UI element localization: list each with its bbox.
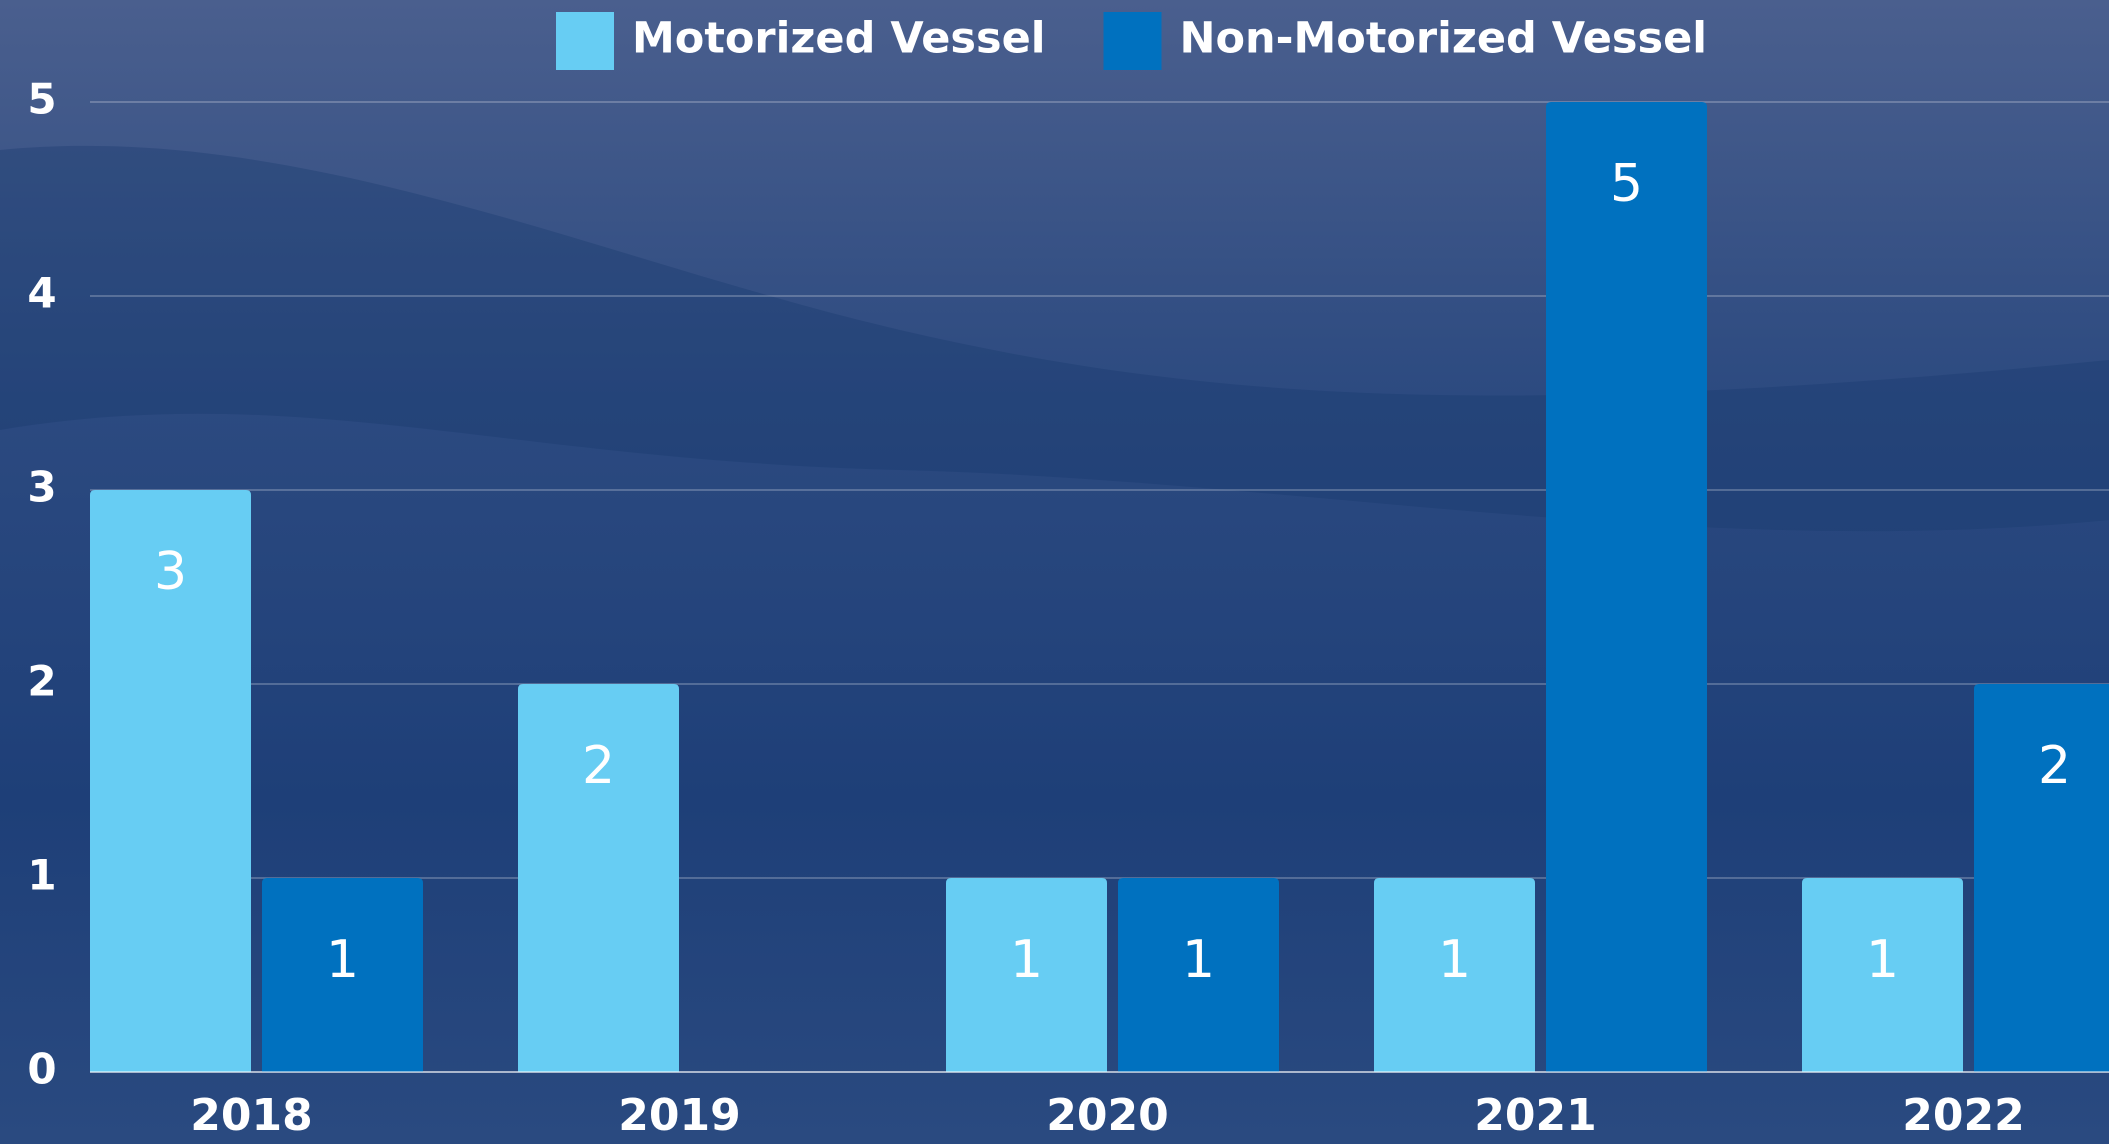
- page: 0 1 2 3 4 5 Motorized Vessel Non-Motorized Vess…: [0, 0, 2109, 1144]
- data-label: 1: [1010, 930, 1043, 990]
- x-tick-label: 2020: [1046, 1090, 1168, 1141]
- y-tick-label: 4: [27, 269, 56, 318]
- data-label: 2: [2038, 736, 2071, 796]
- x-tick-label: 2018: [190, 1090, 312, 1141]
- legend-label: Non-Motorized Vessel: [1180, 14, 1708, 64]
- legend-swatch: [556, 12, 614, 70]
- y-tick-label: 2: [27, 657, 56, 706]
- x-tick-label: 2019: [618, 1090, 740, 1141]
- legend-label: Motorized Vessel: [632, 14, 1046, 64]
- bar: [1546, 102, 1707, 1072]
- y-tick-label: 0: [27, 1045, 56, 1094]
- data-label: 1: [1866, 930, 1899, 990]
- y-tick-label: 1: [27, 851, 56, 900]
- data-label: 3: [154, 542, 187, 602]
- y-tick-label: 3: [27, 463, 56, 512]
- data-label: 1: [1182, 930, 1215, 990]
- x-tick-label: 2022: [1902, 1090, 2024, 1141]
- y-tick-label: 5: [27, 75, 56, 124]
- data-label: 1: [326, 930, 359, 990]
- x-tick-label: 2021: [1474, 1090, 1596, 1141]
- data-label: 5: [1610, 154, 1643, 214]
- data-label: 1: [1438, 930, 1471, 990]
- data-label: 2: [582, 736, 615, 796]
- chart: 0 1 2 3 4 5 Motorized Vessel Non-Motorized Vess…: [0, 0, 2109, 1144]
- legend-swatch: [1104, 12, 1162, 70]
